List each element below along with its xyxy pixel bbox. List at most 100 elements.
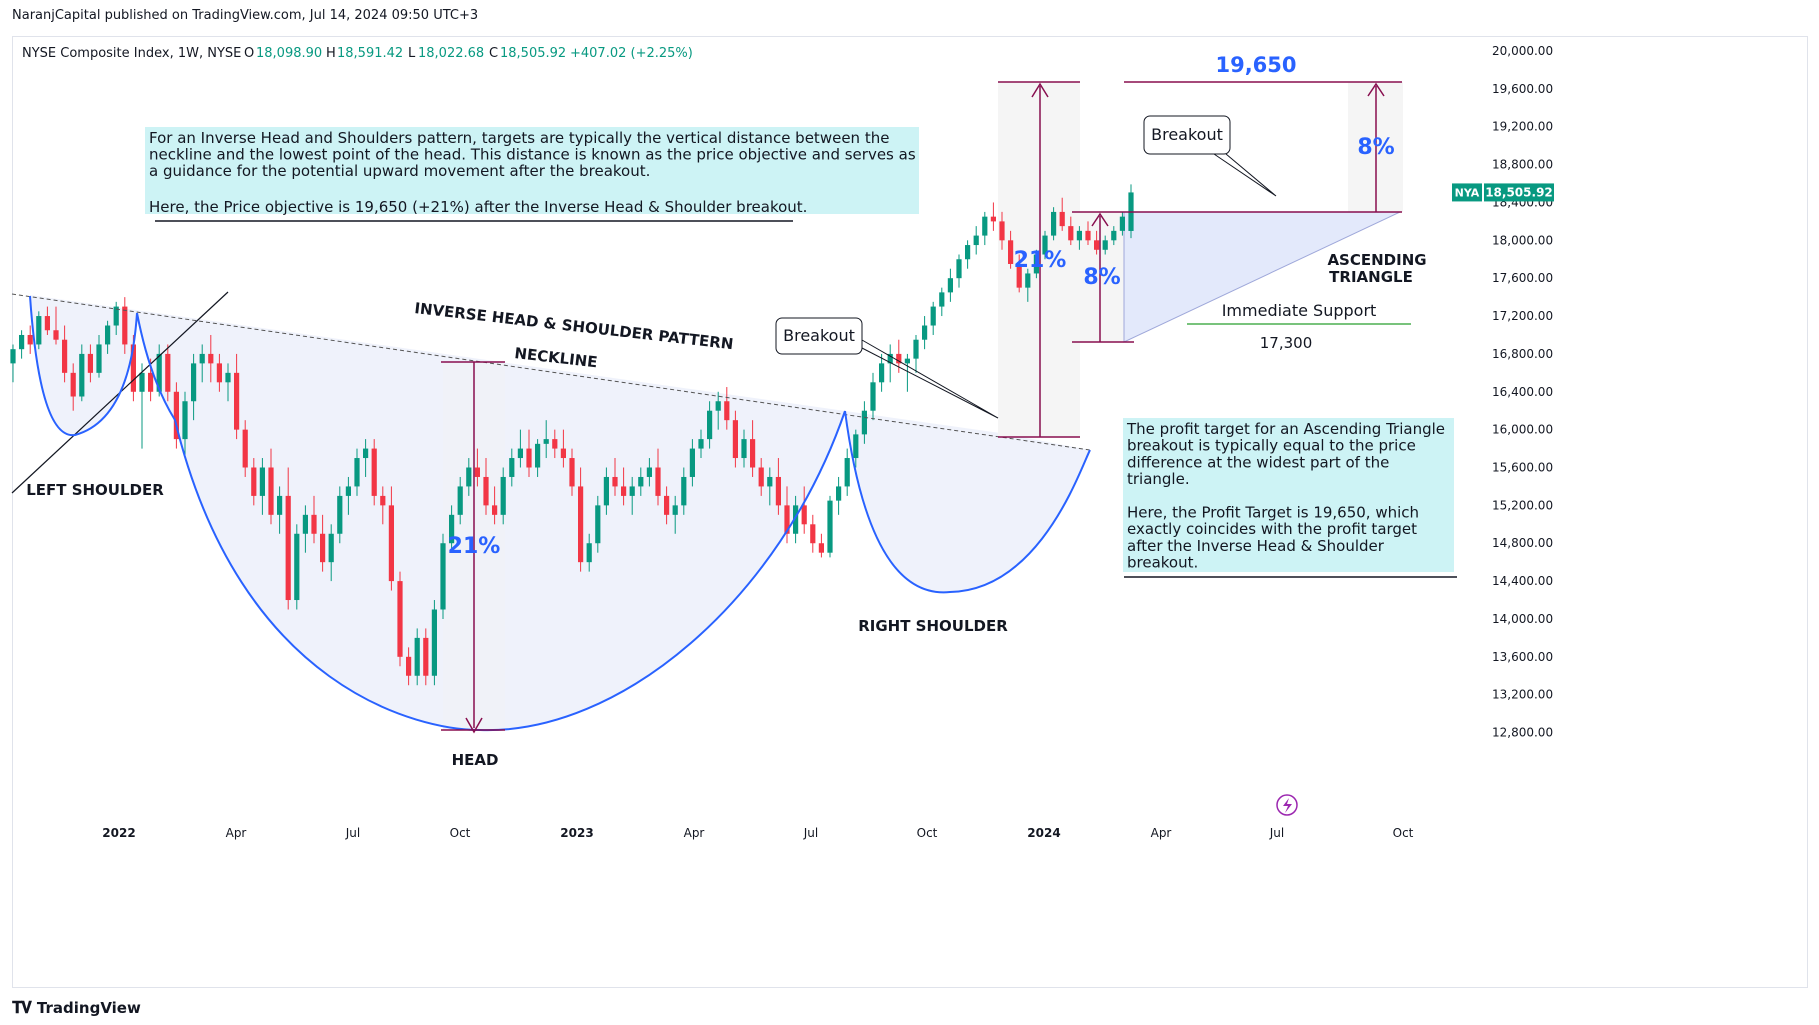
y-tick-label: 16,000.00 xyxy=(1492,423,1553,437)
candle-body xyxy=(130,344,136,392)
x-tick-label: Apr xyxy=(226,826,247,840)
lightning-glyph xyxy=(1283,798,1292,813)
breakout-label-2: Breakout xyxy=(1151,125,1223,144)
x-tick-label: 2023 xyxy=(560,826,593,840)
y-tick-label: 17,200.00 xyxy=(1492,309,1553,323)
candle-body xyxy=(371,448,377,496)
candle-body xyxy=(595,505,601,544)
low-value: 18,022.68 xyxy=(418,46,484,61)
candle-body xyxy=(320,533,326,563)
candle-body xyxy=(638,476,644,487)
candle-body xyxy=(603,476,609,506)
candle-body xyxy=(672,505,678,515)
head-arrow-head xyxy=(465,717,483,734)
y-tick-label: 19,600.00 xyxy=(1492,82,1553,96)
change-value: +407.02 (+2.25%) xyxy=(570,46,693,61)
triangle-arrow-head xyxy=(1091,212,1109,227)
head-label: HEAD xyxy=(452,751,499,769)
note-triangle-line: breakout is typically equal to the price xyxy=(1127,437,1416,455)
candle-body xyxy=(947,278,953,293)
y-tick-label: 18,000.00 xyxy=(1492,233,1553,247)
candle-body xyxy=(543,439,549,444)
note-hs-line: a guidance for the potential upward move… xyxy=(149,162,650,180)
x-tick-label: Oct xyxy=(917,826,938,840)
candle-body xyxy=(251,467,257,496)
candle-body xyxy=(87,353,93,373)
candle-body xyxy=(965,245,971,260)
chart-header: NYSE Composite Index, 1W, NYSE O 18,098.… xyxy=(22,46,693,61)
candle-body xyxy=(363,448,369,459)
y-tick-label: 14,400.00 xyxy=(1492,574,1553,588)
head-curve xyxy=(136,312,846,732)
x-tick-label: Oct xyxy=(1393,826,1414,840)
candle-body xyxy=(354,458,360,487)
candle-body xyxy=(560,448,566,459)
candle-body xyxy=(818,543,824,553)
candle-body xyxy=(793,505,799,534)
x-tick-label: Jul xyxy=(803,826,818,840)
candle-body xyxy=(999,221,1005,241)
y-tick-label: 12,800.00 xyxy=(1492,726,1553,740)
breakout-pointer-1 xyxy=(861,339,999,419)
high-label: H xyxy=(326,46,336,61)
y-tick-label: 17,600.00 xyxy=(1492,271,1553,285)
candle-body xyxy=(707,410,713,440)
y-tick-label: 18,800.00 xyxy=(1492,158,1553,172)
y-tick-label: 16,800.00 xyxy=(1492,347,1553,361)
pattern-title: INVERSE HEAD & SHOULDER PATTERN xyxy=(414,299,735,353)
candle-body xyxy=(242,429,248,468)
candle-body xyxy=(44,316,50,331)
candle-body xyxy=(208,353,214,364)
candle-body xyxy=(767,476,773,487)
triangle-label: TRIANGLE xyxy=(1329,268,1413,286)
note-hs-line: neckline and the lowest point of the hea… xyxy=(149,146,916,164)
x-tick-label: Jul xyxy=(345,826,360,840)
candle-body xyxy=(1111,230,1117,241)
target-arrow-head xyxy=(1367,82,1385,97)
candle-body xyxy=(810,524,816,544)
y-tick-label: 20,000.00 xyxy=(1492,44,1553,58)
candle-body xyxy=(380,495,386,506)
x-tick-label: Apr xyxy=(684,826,705,840)
candle-body xyxy=(922,325,928,340)
right-shoulder-label: RIGHT SHOULDER xyxy=(858,617,1008,635)
x-tick-label: Apr xyxy=(1151,826,1172,840)
candle-body xyxy=(509,458,515,477)
candle-body xyxy=(113,306,119,326)
candle-body xyxy=(681,476,687,506)
candle-body xyxy=(285,495,291,601)
candle-body xyxy=(122,306,128,345)
candle-body xyxy=(870,382,876,411)
note-triangle-line: exactly coincides with the profit target xyxy=(1127,520,1417,538)
candle-body xyxy=(689,448,695,477)
candle-body xyxy=(259,467,265,496)
note-triangle-line: Here, the Profit Target is 19,650, which xyxy=(1127,504,1419,522)
candle-body xyxy=(535,443,541,468)
candle-body xyxy=(328,533,334,563)
y-tick-label: 16,400.00 xyxy=(1492,385,1553,399)
candle-body xyxy=(311,514,317,534)
candle-body xyxy=(896,353,902,364)
candle-body xyxy=(27,334,33,345)
tradingview-brand[interactable]: 𝐓𝐕 TradingView xyxy=(12,998,141,1018)
tradingview-brand-text: TradingView xyxy=(36,999,141,1017)
candle-body xyxy=(973,235,979,246)
triangle-percent: 8% xyxy=(1083,265,1120,290)
candle-body xyxy=(646,467,652,477)
y-tick-label: 19,200.00 xyxy=(1492,120,1553,134)
price-tag-symbol-bg xyxy=(1452,183,1482,202)
y-tick-label: 13,200.00 xyxy=(1492,688,1553,702)
candle-body xyxy=(216,363,222,383)
candle-body xyxy=(62,339,68,373)
candle-body xyxy=(715,401,721,411)
candle-body xyxy=(423,637,429,676)
candle-body xyxy=(1016,263,1022,288)
candle-body xyxy=(1094,240,1100,250)
candle-body xyxy=(457,486,463,515)
candle-body xyxy=(449,514,455,544)
candle-body xyxy=(655,467,661,496)
note-triangle-line: triangle. xyxy=(1127,470,1190,488)
candle-body xyxy=(1085,230,1091,241)
candle-body xyxy=(904,358,910,364)
